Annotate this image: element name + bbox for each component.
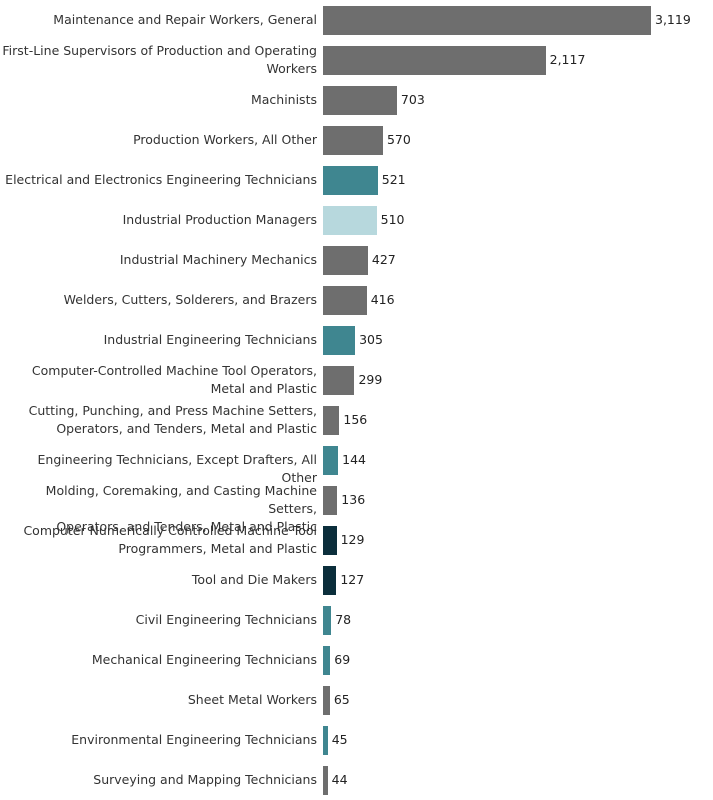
- bar: [323, 725, 328, 755]
- bar: [323, 445, 339, 475]
- category-label-line: First-Line Supervisors of Production and…: [2, 43, 317, 58]
- bar: [323, 405, 340, 435]
- category-label: Civil Engineering Technicians: [1, 611, 317, 629]
- category-label-line: Industrial Engineering Technicians: [103, 332, 317, 347]
- bar: [323, 245, 368, 275]
- value-label: 2,117: [549, 52, 586, 67]
- category-label-line: Maintenance and Repair Workers, General: [53, 12, 317, 27]
- category-label: Tool and Die Makers: [1, 571, 317, 589]
- bar: [323, 205, 377, 235]
- category-label: Mechanical Engineering Technicians: [1, 651, 317, 669]
- bar: [323, 485, 338, 515]
- category-label-line: Metal and Plastic: [210, 381, 317, 396]
- value-label: 156: [343, 412, 368, 427]
- bar: [323, 325, 356, 355]
- category-label: Maintenance and Repair Workers, General: [1, 11, 317, 29]
- value-label: 299: [358, 372, 383, 387]
- bar: [323, 605, 332, 635]
- value-label: 570: [386, 132, 411, 147]
- category-label-line: Industrial Production Managers: [122, 212, 317, 227]
- category-label-line: Workers: [266, 61, 317, 76]
- bar: [323, 645, 331, 675]
- category-label-line: Civil Engineering Technicians: [135, 612, 317, 627]
- bar: [323, 765, 328, 795]
- category-label-line: Computer Numerically Controlled Machine …: [23, 523, 317, 538]
- category-label-line: Mechanical Engineering Technicians: [91, 652, 317, 667]
- bar: [323, 525, 337, 555]
- bar: [323, 45, 546, 75]
- category-label: Computer Numerically Controlled Machine …: [1, 522, 317, 558]
- bar: [323, 85, 397, 115]
- category-label-line: Tool and Die Makers: [191, 572, 317, 587]
- category-label: Environmental Engineering Technicians: [1, 731, 317, 749]
- value-label: 69: [334, 652, 351, 667]
- value-label: 416: [370, 292, 395, 307]
- value-label: 129: [340, 532, 365, 547]
- category-label-line: Production Workers, All Other: [133, 132, 317, 147]
- category-label-line: Operators, and Tenders, Metal and Plasti…: [56, 519, 317, 534]
- category-label-line: Welders, Cutters, Solderers, and Brazers: [63, 292, 317, 307]
- category-label-line: Machinists: [250, 92, 317, 107]
- value-label: 521: [381, 172, 406, 187]
- bar: [323, 685, 330, 715]
- category-label: Welders, Cutters, Solderers, and Brazers: [1, 291, 317, 309]
- bar: [323, 165, 378, 195]
- category-label-line: Molding, Coremaking, and Casting Machine…: [45, 483, 317, 516]
- value-label: 78: [335, 612, 352, 627]
- value-label: 305: [359, 332, 383, 347]
- category-label-line: Environmental Engineering Technicians: [71, 732, 317, 747]
- category-label: Engineering Technicians, Except Drafters…: [1, 451, 318, 487]
- category-label: Surveying and Mapping Technicians: [1, 771, 317, 789]
- category-label: Industrial Machinery Mechanics: [1, 251, 317, 269]
- category-label-line: Computer-Controlled Machine Tool Operato…: [31, 363, 317, 378]
- value-label: 510: [380, 212, 405, 227]
- value-label: 65: [333, 692, 350, 707]
- value-label: 3,119: [655, 12, 691, 27]
- bar: [323, 5, 651, 35]
- category-label-line: Engineering Technicians, Except Drafters…: [37, 452, 318, 485]
- value-label: 45: [331, 732, 348, 747]
- category-label-line: Electrical and Electronics Engineering T…: [5, 172, 317, 187]
- bar: [323, 365, 355, 395]
- category-label: Sheet Metal Workers: [1, 691, 317, 709]
- value-label: 136: [341, 492, 366, 507]
- value-label: 427: [371, 252, 396, 267]
- category-label: Electrical and Electronics Engineering T…: [1, 171, 317, 189]
- category-label: Production Workers, All Other: [1, 131, 317, 149]
- bar: [323, 565, 337, 595]
- bar: [323, 285, 367, 315]
- bar: [323, 125, 383, 155]
- value-label: 44: [331, 772, 348, 787]
- category-label: Machinists: [1, 91, 317, 109]
- category-label: Industrial Engineering Technicians: [1, 331, 317, 349]
- value-label: 703: [400, 92, 425, 107]
- category-label-line: Surveying and Mapping Technicians: [93, 772, 317, 787]
- category-label-line: Sheet Metal Workers: [187, 692, 317, 707]
- category-label-line: Operators, and Tenders, Metal and Plasti…: [56, 421, 317, 436]
- category-label: Cutting, Punching, and Press Machine Set…: [1, 402, 317, 438]
- category-label-line: Cutting, Punching, and Press Machine Set…: [28, 403, 317, 418]
- category-label: First-Line Supervisors of Production and…: [1, 42, 317, 78]
- category-label-line: Programmers, Metal and Plastic: [118, 541, 317, 556]
- category-label-line: Industrial Machinery Mechanics: [119, 252, 317, 267]
- category-label: Industrial Production Managers: [1, 211, 317, 229]
- category-label: Computer-Controlled Machine Tool Operato…: [1, 362, 317, 398]
- value-label: 127: [340, 572, 365, 587]
- value-label: 144: [342, 452, 366, 467]
- category-label: Molding, Coremaking, and Casting Machine…: [1, 482, 317, 536]
